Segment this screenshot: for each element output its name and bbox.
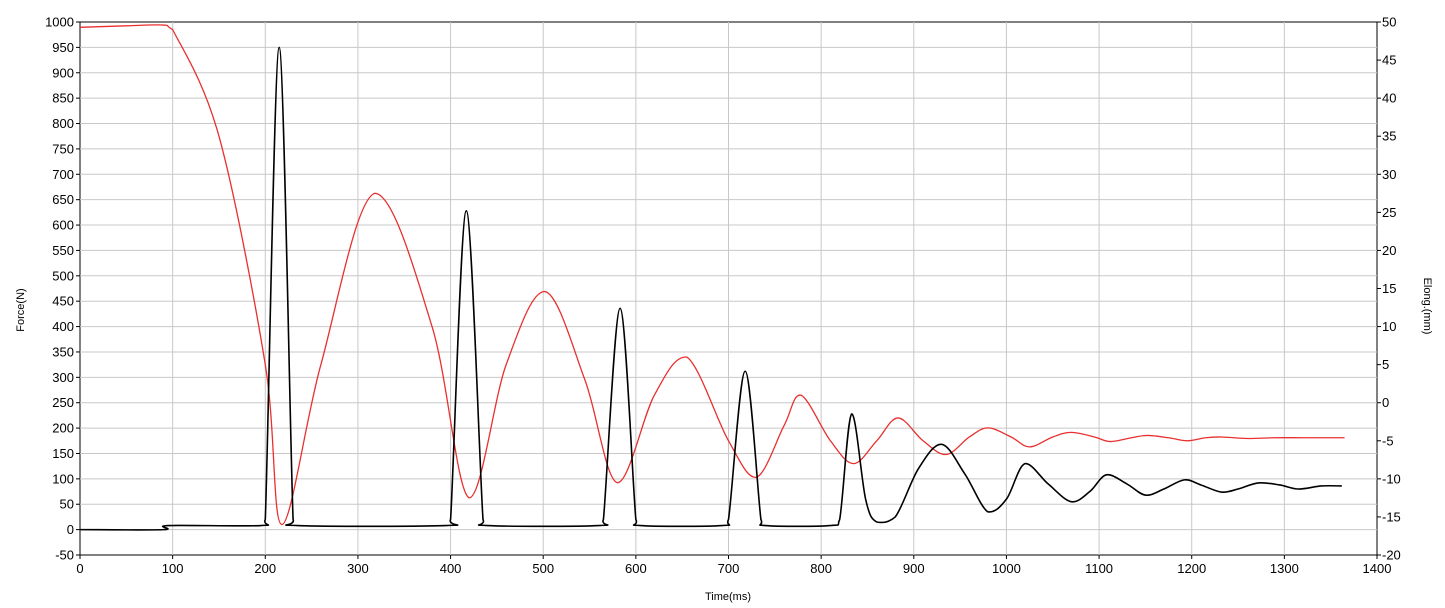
y-tick-label: 950	[52, 40, 74, 55]
y-tick-label: 850	[52, 91, 74, 106]
x-tick-label: 300	[347, 561, 369, 576]
x-tick-label: 1100	[1085, 561, 1113, 576]
y-tick-label: 700	[52, 167, 74, 182]
x-tick-label: 900	[903, 561, 925, 576]
y-tick-label: 100	[52, 471, 74, 486]
y2-tick-label: 5	[1382, 357, 1389, 372]
y2-tick-label: -15	[1382, 509, 1401, 524]
grid-lines	[80, 22, 1377, 555]
y2-axis-title: Elong.(mm)	[1421, 278, 1433, 335]
y-tick-label: 350	[52, 344, 74, 359]
y2-tick-label: -10	[1382, 471, 1401, 486]
y2-tick-label: 20	[1382, 243, 1396, 258]
y-tick-label: 400	[52, 319, 74, 334]
x-tick-label: 1400	[1363, 561, 1392, 576]
y2-tick-label: 0	[1382, 395, 1389, 410]
y2-tick-label: -20	[1382, 548, 1401, 563]
x-tick-label: 0	[76, 561, 83, 576]
y-tick-label: 200	[52, 421, 74, 436]
y-tick-label: 150	[52, 446, 74, 461]
y-tick-label: 300	[52, 370, 74, 385]
y-tick-label: 450	[52, 294, 74, 309]
force-series-line	[79, 46, 1342, 531]
y-tick-label: 50	[60, 497, 74, 512]
y-tick-label: 650	[52, 192, 74, 207]
x-tick-label: 800	[810, 561, 832, 576]
y-tick-label: 750	[52, 141, 74, 156]
y-tick-label: 900	[52, 65, 74, 80]
x-axis-title: Time(ms)	[705, 591, 751, 603]
y2-tick-label: 25	[1382, 205, 1396, 220]
x-tick-label: 400	[440, 561, 462, 576]
y2-tick-label: 35	[1382, 129, 1396, 144]
y-tick-label: -50	[55, 548, 74, 563]
axis-ticks: 0 100 200 300 400 500 600 700 800 900 1000 1100 1200…	[45, 15, 1401, 577]
y-tick-label: 250	[52, 395, 74, 410]
elongation-series-line	[79, 24, 1345, 526]
y-axis-title: Force(N)	[15, 288, 27, 331]
y2-tick-label: 50	[1382, 15, 1396, 30]
x-tick-label: 700	[718, 561, 740, 576]
y2-tick-label: 15	[1382, 281, 1396, 296]
x-tick-label: 1200	[1177, 561, 1206, 576]
series-layer	[79, 24, 1345, 531]
y-tick-label: 600	[52, 218, 74, 233]
x-tick-label: 500	[532, 561, 554, 576]
x-tick-label: 100	[162, 561, 184, 576]
y2-tick-label: 40	[1382, 91, 1396, 106]
y2-tick-label: 45	[1382, 53, 1396, 68]
x-tick-label: 200	[254, 561, 276, 576]
x-tick-label: 1000	[992, 561, 1021, 576]
x-tick-label: 1300	[1270, 561, 1299, 576]
y2-tick-label: 10	[1382, 319, 1396, 334]
x-tick-label: 600	[625, 561, 647, 576]
y-tick-label: 1000	[45, 15, 74, 30]
y2-tick-label: -5	[1382, 433, 1394, 448]
y-tick-label: 0	[67, 522, 74, 537]
y-tick-label: 500	[52, 268, 74, 283]
y2-tick-label: 30	[1382, 167, 1396, 182]
y-tick-label: 550	[52, 243, 74, 258]
y-tick-label: 800	[52, 116, 74, 131]
